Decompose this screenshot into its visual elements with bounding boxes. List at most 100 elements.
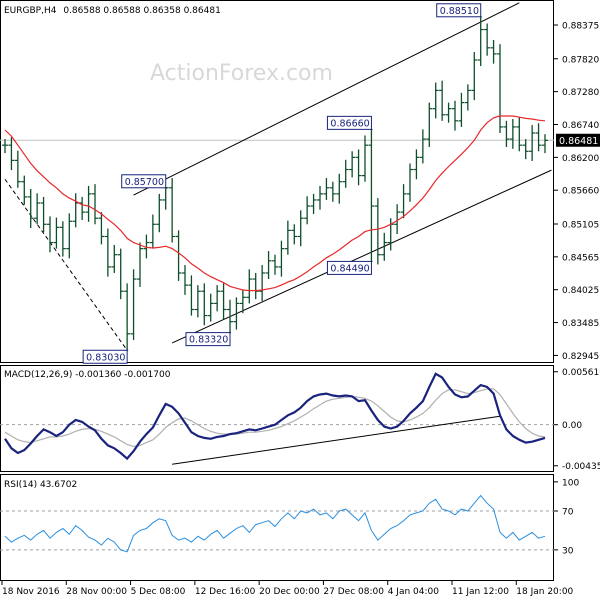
price-bar — [516, 117, 523, 152]
price-bar — [156, 193, 163, 233]
price-annotation-label: 0.83320 — [189, 335, 228, 346]
price-bar — [535, 123, 542, 152]
price-bar — [471, 52, 478, 101]
price-bar — [407, 163, 413, 202]
price-bar — [400, 184, 407, 219]
time-tick-label: 28 Nov 00:00 — [66, 587, 127, 597]
price-bar — [27, 188, 34, 228]
rsi-tick-label: 70 — [562, 508, 574, 518]
price-bar — [137, 242, 143, 287]
price-bar — [522, 139, 529, 160]
price-bar — [98, 212, 105, 245]
current-price-label: 0.86481 — [556, 133, 600, 147]
price-bar — [47, 216, 53, 253]
price-bar — [149, 214, 156, 249]
macd-y-axis: 0.005616 0.00 -0.004355 — [554, 368, 600, 472]
price-tick-label: 0.86200 — [562, 154, 599, 164]
price-bar — [14, 150, 21, 188]
price-annotation: 0.84490 — [326, 260, 373, 275]
price-panel-frame — [0, 0, 554, 363]
price-bar — [323, 178, 330, 200]
price-bar — [220, 283, 227, 320]
price-bar — [272, 254, 278, 275]
rsi-panel-frame — [0, 474, 554, 581]
rsi-line — [4, 494, 546, 553]
price-bar — [8, 137, 15, 171]
price-bar — [542, 134, 548, 154]
price-bar — [201, 283, 208, 326]
macd-trend-line — [172, 415, 501, 465]
price-bar — [2, 139, 8, 154]
price-bar — [143, 234, 150, 259]
price-bar — [53, 217, 60, 249]
time-tick-label: 20 Dec 00:00 — [259, 587, 320, 597]
price-bars — [2, 16, 548, 351]
price-bar — [227, 299, 233, 333]
price-bar — [297, 210, 304, 247]
time-tick-label: 4 Jan 04:00 — [388, 587, 440, 597]
time-tick-label: 18 Nov 2016 — [2, 587, 60, 597]
price-bar — [452, 100, 458, 131]
price-tick-label: 0.82945 — [562, 352, 599, 362]
price-panel-title: EURGBP,H4 0.86588 0.86588 0.86358 0.8648… — [4, 6, 221, 16]
price-bar — [284, 220, 291, 255]
price-tick-label: 0.86740 — [562, 121, 599, 131]
price-bar — [233, 297, 240, 330]
price-annotation-box — [326, 260, 372, 275]
price-bar — [252, 272, 259, 300]
time-tick-label: 5 Dec 08:00 — [131, 587, 186, 597]
price-bar — [394, 204, 401, 235]
price-bar — [477, 16, 484, 67]
price-bar — [291, 224, 298, 245]
price-bar — [169, 178, 176, 243]
price-bar — [509, 119, 516, 149]
price-annotation-label: 0.83030 — [86, 352, 125, 363]
price-bar — [329, 181, 336, 202]
price-bar — [246, 269, 253, 304]
price-bar — [464, 84, 471, 111]
price-bar — [355, 149, 362, 186]
price-bar — [310, 193, 317, 214]
price-annotation-box — [121, 174, 167, 189]
price-bar — [104, 228, 111, 277]
price-bar — [503, 120, 510, 148]
price-bar — [304, 196, 311, 225]
price-bar — [317, 185, 323, 210]
price-panel: ActionForex.com 0.883750.878200.872800.8… — [0, 0, 600, 364]
time-tick-label: 11 Jan 12:00 — [452, 587, 509, 597]
price-bar — [92, 184, 98, 225]
macd-tick-label: 0.005616 — [562, 368, 600, 378]
price-bar — [419, 129, 426, 164]
price-tick-label: 0.84025 — [562, 286, 599, 296]
price-tick-label: 0.83485 — [562, 319, 599, 329]
price-bar — [66, 213, 73, 259]
current-price-text: 0.86481 — [559, 136, 598, 147]
macd-tick-label: -0.004355 — [562, 462, 600, 472]
price-bar — [342, 159, 349, 188]
price-bar — [34, 193, 41, 225]
time-axis: 18 Nov 2016 28 Nov 00:00 5 Dec 08:00 12 Dec… — [1, 581, 574, 597]
price-trend-lines — [4, 2, 552, 351]
price-bar — [413, 149, 420, 180]
price-tick-label: 0.88375 — [562, 21, 599, 31]
macd-tick-label: 0.00 — [562, 421, 582, 431]
price-annotation-box — [82, 349, 128, 364]
price-bar — [381, 232, 388, 261]
price-bar — [182, 265, 188, 295]
price-tick-label: 0.84565 — [562, 253, 599, 263]
ohlc-values: 0.86588 0.86588 0.86358 0.86481 — [63, 6, 220, 16]
price-bar — [445, 102, 452, 123]
price-bar — [458, 92, 465, 127]
rsi-tick-label: 30 — [562, 546, 574, 556]
price-annotation-box — [436, 3, 482, 18]
price-bar — [124, 283, 131, 351]
rsi-panel: 100 70 30 RSI(14) 43.6702 — [0, 474, 579, 581]
price-trend-line — [133, 2, 520, 196]
price-bar — [529, 125, 536, 162]
price-trend-line — [4, 178, 128, 351]
rsi-tick-label: 100 — [562, 478, 579, 488]
price-bar — [194, 285, 201, 318]
price-bar — [362, 135, 368, 182]
price-bar — [175, 230, 182, 281]
